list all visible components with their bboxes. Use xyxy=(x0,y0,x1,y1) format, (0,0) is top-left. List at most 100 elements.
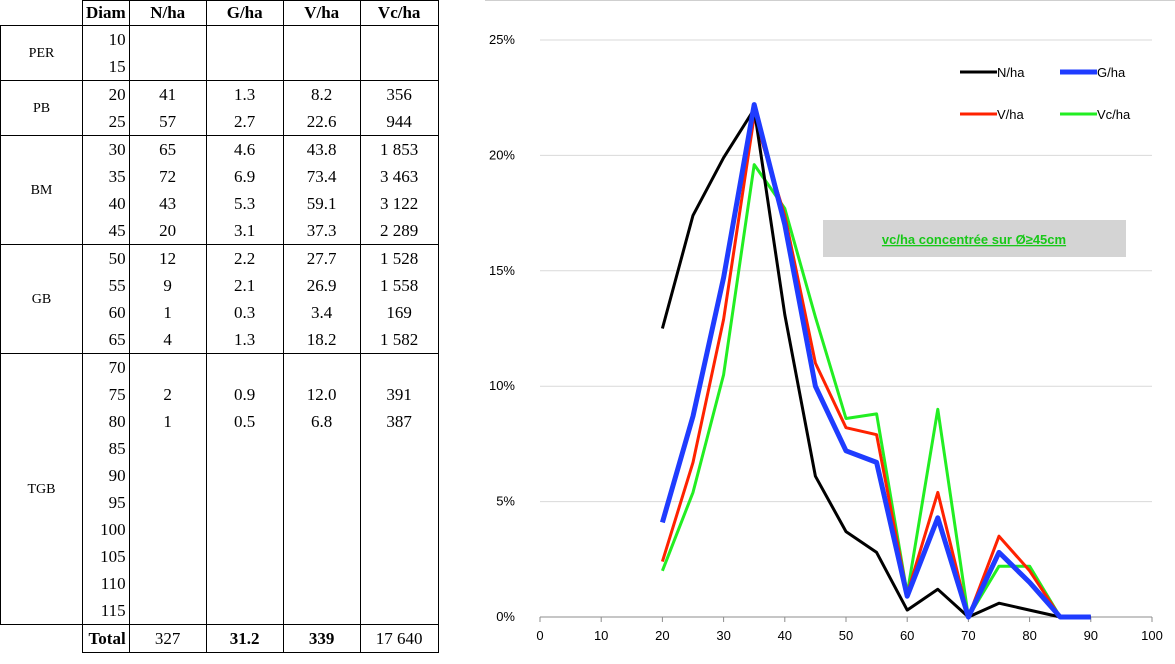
value-cell: 6.8 xyxy=(283,408,361,435)
diam-cell: 40 xyxy=(82,190,130,217)
value-cell xyxy=(206,570,284,597)
diam-cell: 60 xyxy=(82,299,130,326)
diam-cell: 55 xyxy=(82,272,130,299)
series-line-n-ha xyxy=(660,107,1091,619)
x-tick-label: 10 xyxy=(594,628,608,643)
value-cell: 12 xyxy=(129,244,207,272)
header-blank xyxy=(1,1,83,26)
table-row: TGB 70 xyxy=(0,353,439,625)
total-vc: 17 640 xyxy=(360,624,439,653)
value-cell: 57 xyxy=(129,108,207,136)
diam-cell: 85 xyxy=(82,435,130,462)
value-cell xyxy=(360,516,439,543)
total-label: Total xyxy=(82,624,130,653)
value-cell: 73.4 xyxy=(283,163,361,190)
class-label: GB xyxy=(0,244,83,354)
value-cell: 169 xyxy=(360,299,439,326)
diam-cell: 115 xyxy=(82,597,130,625)
value-cell: 6.9 xyxy=(206,163,284,190)
table-row: BM 30 65 4.6 43.8 1 853 xyxy=(0,135,439,245)
value-cell: 1 853 xyxy=(360,135,439,163)
table-row: 100 xyxy=(1,516,439,543)
value-cell: 0.5 xyxy=(206,408,284,435)
diam-cell: 45 xyxy=(82,217,130,245)
y-tick-label: 25% xyxy=(489,32,515,47)
value-cell xyxy=(206,516,284,543)
value-cell xyxy=(283,543,361,570)
legend-label: N/ha xyxy=(997,65,1025,80)
total-blank xyxy=(1,625,83,653)
value-cell xyxy=(283,435,361,462)
value-cell xyxy=(283,462,361,489)
column-header: V/ha xyxy=(282,0,361,26)
value-cell: 2.7 xyxy=(206,108,284,136)
value-cell xyxy=(360,597,439,625)
table-row: 85 xyxy=(1,435,439,462)
value-cell: 1.3 xyxy=(206,80,284,108)
total-row: Total 327 31.2 339 17 640 xyxy=(1,624,439,653)
value-cell: 387 xyxy=(360,408,439,435)
value-cell xyxy=(129,25,207,53)
value-cell: 5.3 xyxy=(206,190,284,217)
value-cell: 65 xyxy=(129,135,207,163)
value-cell: 1 528 xyxy=(360,244,439,272)
x-tick-label: 20 xyxy=(655,628,669,643)
value-cell xyxy=(206,543,284,570)
value-cell xyxy=(129,516,207,543)
diam-cell: 65 xyxy=(82,326,130,354)
line-chart: 0% 5% 10% 15% 20% 25% 0 10 20 30 40 50 60 70 80 90 100 v… xyxy=(485,0,1175,643)
y-tick-label: 15% xyxy=(489,263,515,278)
table-row: PB 20 41 1.3 8.2 356 xyxy=(0,80,439,136)
value-cell: 20 xyxy=(129,217,207,245)
value-cell xyxy=(283,597,361,625)
value-cell: 3.1 xyxy=(206,217,284,245)
value-cell xyxy=(129,543,207,570)
value-cell: 43.8 xyxy=(283,135,361,163)
value-cell: 944 xyxy=(360,108,439,136)
value-cell xyxy=(129,462,207,489)
table-row: 90 xyxy=(1,462,439,489)
value-cell: 3 463 xyxy=(360,163,439,190)
table-row: 45 20 3.1 37.3 2 289 xyxy=(1,217,439,245)
value-cell xyxy=(206,353,284,381)
diam-cell: 25 xyxy=(82,108,130,136)
x-tick-label: 70 xyxy=(961,628,975,643)
diam-cell: 75 xyxy=(82,381,130,408)
value-cell xyxy=(283,516,361,543)
y-tick-label: 5% xyxy=(496,494,515,509)
x-tick-label: 0 xyxy=(536,628,543,643)
table-row: 95 xyxy=(1,489,439,516)
value-cell: 1 xyxy=(129,408,207,435)
total-v: 339 xyxy=(283,624,361,653)
value-cell xyxy=(283,489,361,516)
total-g: 31.2 xyxy=(206,624,284,653)
diam-cell: 10 xyxy=(82,25,130,53)
value-cell: 1.3 xyxy=(206,326,284,354)
value-cell: 26.9 xyxy=(283,272,361,299)
value-cell xyxy=(206,462,284,489)
diam-cell: 35 xyxy=(82,163,130,190)
column-header: G/ha xyxy=(205,0,284,26)
class-label: TGB xyxy=(0,353,83,625)
data-table: Diam N/ha G/ha V/ha Vc/ha PER 10 15 PB 20 41 1.3 8.2… xyxy=(0,0,439,653)
value-cell: 2 xyxy=(129,381,207,408)
value-cell: 0.3 xyxy=(206,299,284,326)
value-cell: 2.1 xyxy=(206,272,284,299)
value-cell: 0.9 xyxy=(206,381,284,408)
value-cell: 43 xyxy=(129,190,207,217)
value-cell: 12.0 xyxy=(283,381,361,408)
value-cell xyxy=(206,597,284,625)
table-row: 35 72 6.9 73.4 3 463 xyxy=(1,163,439,190)
value-cell xyxy=(206,53,284,81)
series-line-vc-ha xyxy=(661,163,1091,619)
class-label: BM xyxy=(0,135,83,245)
value-cell: 37.3 xyxy=(283,217,361,245)
value-cell xyxy=(206,25,284,53)
value-cell: 3.4 xyxy=(283,299,361,326)
column-header: Vc/ha xyxy=(359,0,439,26)
value-cell: 9 xyxy=(129,272,207,299)
diam-cell: 80 xyxy=(82,408,130,435)
legend-label: Vc/ha xyxy=(1097,107,1131,122)
value-cell xyxy=(206,435,284,462)
value-cell xyxy=(283,353,361,381)
